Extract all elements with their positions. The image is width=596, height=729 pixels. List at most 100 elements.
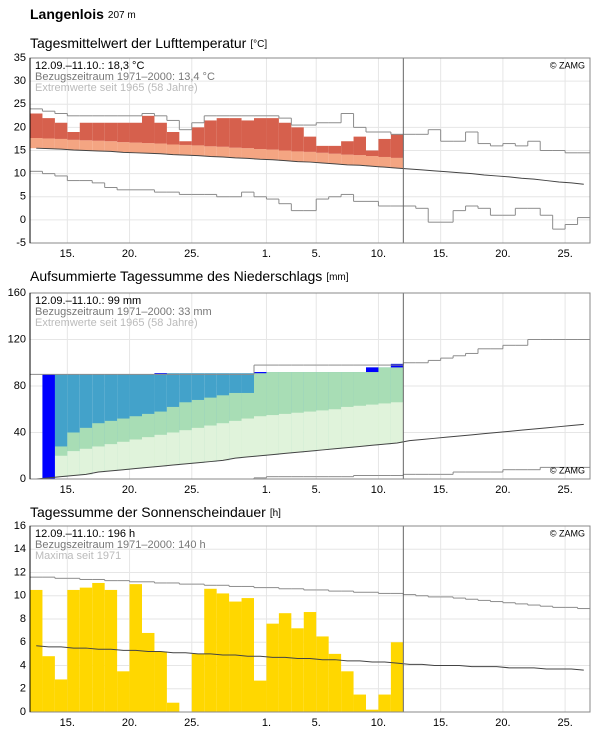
x-tick-label: 25.: [184, 484, 199, 496]
bar-upper: [241, 120, 254, 149]
info-text: Extremwerte seit 1965 (58 Jahre): [35, 317, 198, 329]
area-segment: [129, 439, 142, 469]
info-text: 12.09.–11.10.: 196 h: [35, 528, 135, 540]
bar-upper: [378, 138, 391, 157]
line: [36, 147, 584, 185]
info-text: Bezugszeitraum 1971–2000: 33 mm: [35, 306, 212, 318]
x-tick-label: 15.: [60, 717, 75, 729]
bar-upper: [353, 136, 366, 156]
y-tick-label: 14: [14, 543, 26, 555]
x-tick-label: 25.: [557, 484, 572, 496]
bar: [67, 139, 80, 151]
y-tick-label: 2: [20, 683, 26, 695]
y-tick-label: 5: [20, 191, 26, 203]
bar: [390, 157, 404, 169]
credit: © ZAMG: [550, 465, 585, 475]
increment: [366, 367, 379, 373]
bar: [316, 636, 329, 712]
bar-upper: [79, 122, 93, 141]
area-segment: [67, 451, 80, 476]
x-tick-label: 15.: [433, 248, 448, 260]
bar: [30, 589, 43, 712]
area-segment: [229, 420, 242, 459]
bar-upper: [216, 118, 230, 147]
y-tick-label: 0: [20, 214, 26, 226]
bar: [166, 702, 180, 712]
y-tick-label: 25: [14, 98, 26, 110]
bar: [341, 154, 354, 165]
y-tick-label: 8: [20, 613, 26, 625]
y-tick-label: 10: [14, 590, 26, 602]
bar: [129, 584, 142, 712]
bar-upper: [328, 145, 342, 154]
bar: [104, 589, 118, 712]
bar: [266, 149, 279, 160]
area-segment: [204, 425, 217, 462]
bar-upper: [291, 127, 304, 152]
bar: [191, 145, 205, 156]
bar: [353, 155, 366, 166]
area-segment: [278, 413, 292, 454]
bar: [353, 694, 366, 712]
bar-upper: [42, 118, 55, 139]
x-tick-label: 10.: [371, 484, 386, 496]
bar: [328, 153, 342, 164]
area-segment: [191, 427, 205, 463]
bar-upper: [341, 141, 354, 155]
line: [36, 423, 584, 480]
bar: [79, 587, 93, 712]
bar: [154, 143, 167, 154]
x-tick-label: 15.: [433, 484, 448, 496]
panel-title: Tagessumme der Sonnenscheindauer [h]: [30, 504, 281, 520]
bar: [328, 653, 342, 712]
y-tick-label: 35: [14, 52, 26, 64]
x-tick-label: 5.: [312, 484, 321, 496]
title-unit: [°C]: [250, 39, 267, 50]
info-text: Bezugszeitraum 1971–2000: 140 h: [35, 539, 206, 551]
bar-upper: [179, 141, 192, 145]
bar: [204, 588, 217, 712]
increment: [390, 363, 404, 368]
area-segment: [104, 444, 118, 471]
bar: [179, 144, 192, 156]
bar-upper: [316, 145, 329, 153]
x-tick-label: 1.: [262, 484, 271, 496]
bar: [316, 152, 329, 163]
station-name: Langenlois: [30, 6, 104, 22]
y-tick-label: 0: [20, 706, 26, 718]
title-unit: [h]: [270, 508, 281, 519]
bar-upper: [278, 122, 292, 151]
x-tick-label: 15.: [60, 248, 75, 260]
bar: [191, 653, 205, 712]
area-segment: [316, 410, 329, 450]
increment: [254, 372, 267, 374]
bar-upper: [303, 136, 317, 152]
y-tick-label: -5: [16, 237, 26, 249]
bar: [366, 709, 379, 712]
x-tick-label: 20.: [122, 248, 137, 260]
y-tick-label: 80: [14, 380, 26, 392]
x-tick-label: 15.: [433, 717, 448, 729]
area-segment: [390, 402, 404, 443]
info-text: Extremwerte seit 1965 (58 Jahre): [35, 82, 198, 94]
credit: © ZAMG: [550, 528, 585, 538]
bar-upper: [266, 118, 279, 150]
bar-upper: [142, 115, 155, 144]
bar-upper: [104, 122, 118, 142]
bar: [366, 156, 379, 167]
x-tick-label: 15.: [60, 484, 75, 496]
bar-upper: [191, 127, 205, 146]
panel: Tagesmittelwert der Lufttemperatur [°C] -5…: [14, 35, 591, 260]
area-segment: [154, 434, 167, 467]
bar-upper: [254, 118, 267, 150]
info-text: Bezugszeitraum 1971–2000: 13,4 °C: [35, 71, 215, 83]
panel: Tagessumme der Sonnenscheindauer [h] 0 2 4 6 8…: [14, 504, 591, 729]
credit: © ZAMG: [550, 60, 585, 70]
bar: [42, 656, 55, 712]
area-segment: [166, 432, 180, 466]
title-text: Tagessumme der Sonnenscheindauer: [30, 504, 266, 520]
y-tick-label: 6: [20, 636, 26, 648]
bar: [30, 138, 43, 149]
bar: [378, 156, 391, 168]
